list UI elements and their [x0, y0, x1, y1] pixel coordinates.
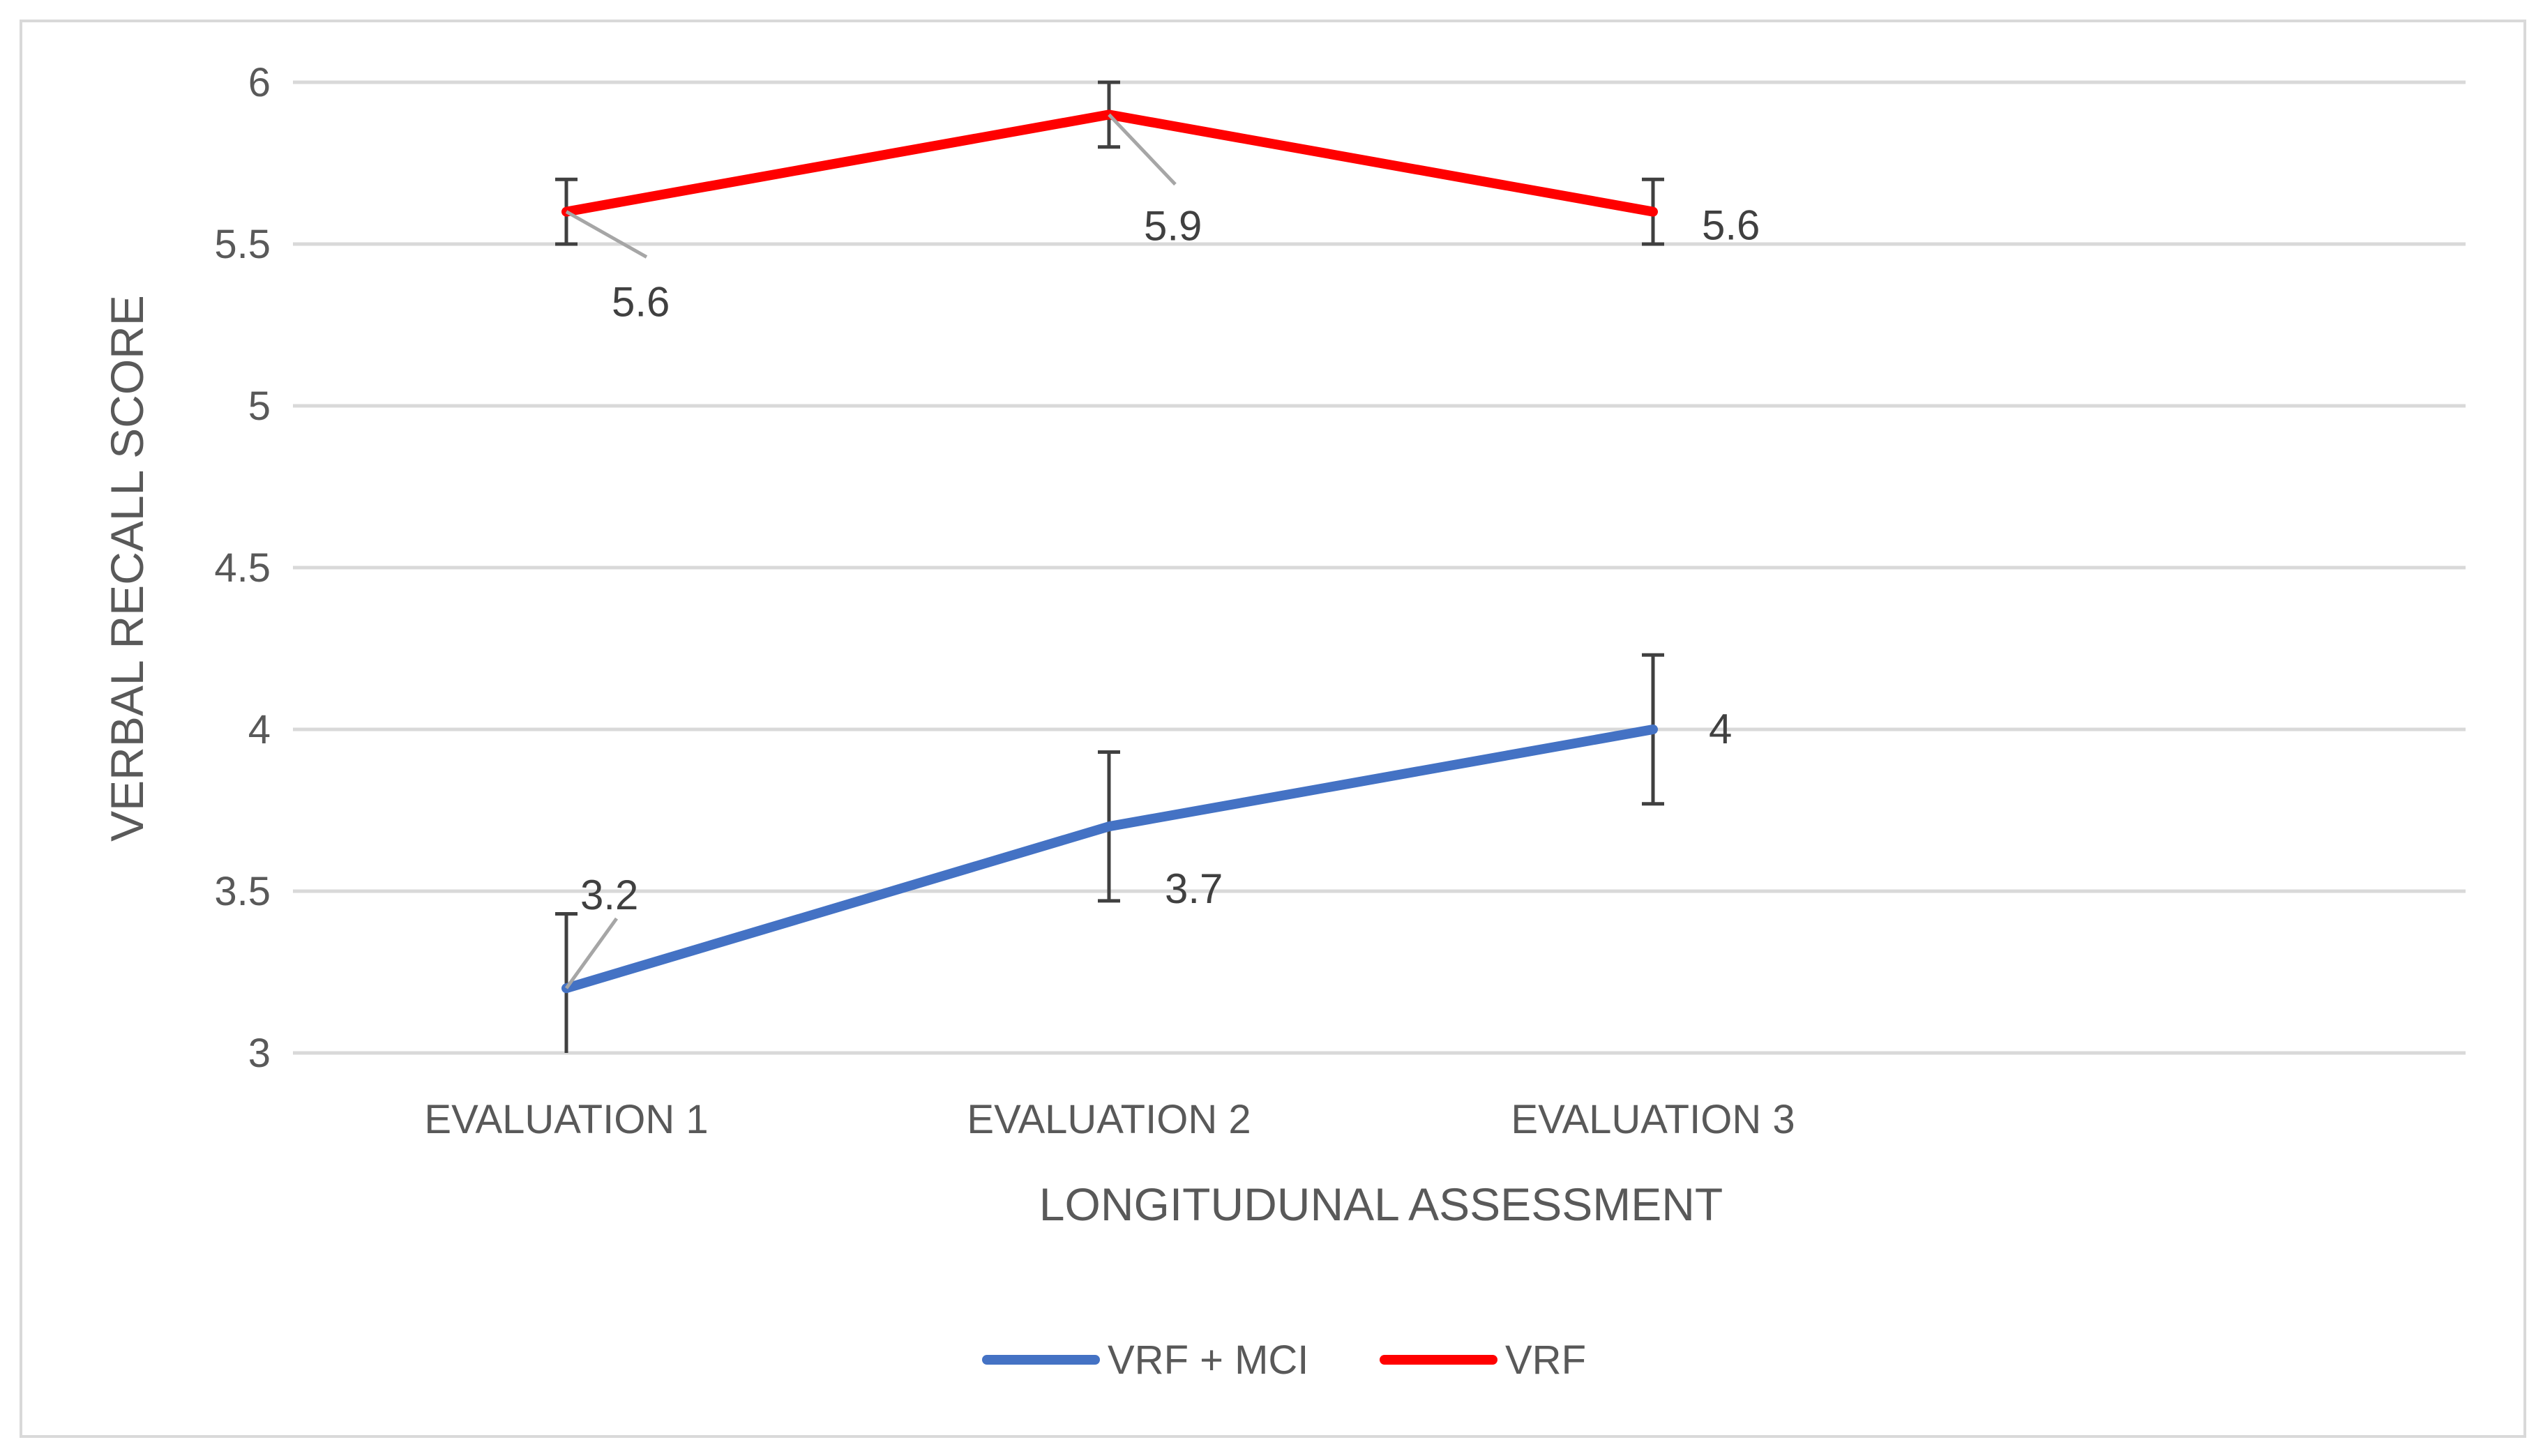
x-tick-label: EVALUATION 1 — [424, 1097, 708, 1142]
data-label: 5.9 — [1144, 202, 1202, 249]
data-label: 3.7 — [1165, 865, 1223, 912]
gridlines — [293, 80, 2466, 1055]
y-tick-label: 3 — [248, 1031, 271, 1076]
x-axis-title: LONGITUDUNAL ASSESSMENT — [1039, 1178, 1723, 1230]
y-tick-label: 4.5 — [214, 545, 271, 591]
y-tick-label: 5.5 — [214, 222, 271, 267]
data-label: 5.6 — [1702, 202, 1760, 249]
label-leader-line — [564, 917, 619, 989]
data-label: 3.2 — [580, 872, 638, 918]
label-leader-lines — [564, 113, 1177, 989]
legend: VRF + MCI VRF — [982, 1337, 1586, 1383]
data-point — [1650, 208, 1656, 215]
data-labels: 3.2 3.7 4 5.6 5.9 5.6 — [580, 202, 1760, 919]
y-tick-label: 5 — [248, 384, 271, 429]
x-tick-label: EVALUATION 3 — [1511, 1097, 1795, 1142]
data-point — [1106, 824, 1112, 830]
legend-label-vrf-mci: VRF + MCI — [1108, 1337, 1308, 1383]
data-label: 5.6 — [612, 279, 670, 326]
y-tick-label: 6 — [248, 60, 271, 105]
y-axis-title: VERBAL RECALL SCORE — [101, 295, 153, 842]
x-tick-label: EVALUATION 2 — [967, 1097, 1251, 1142]
label-leader-line — [1108, 113, 1177, 186]
label-leader-line — [565, 210, 648, 259]
data-label: 4 — [1709, 706, 1732, 752]
x-axis-ticks: EVALUATION 1 EVALUATION 2 EVALUATION 3 — [424, 1097, 1795, 1142]
legend-label-vrf: VRF — [1505, 1337, 1586, 1383]
y-tick-label: 4 — [248, 707, 271, 752]
y-tick-label: 3.5 — [214, 869, 271, 914]
data-point — [1650, 727, 1656, 732]
y-axis-ticks: 3 3.5 4 4.5 5 5.5 6 — [214, 60, 271, 1076]
